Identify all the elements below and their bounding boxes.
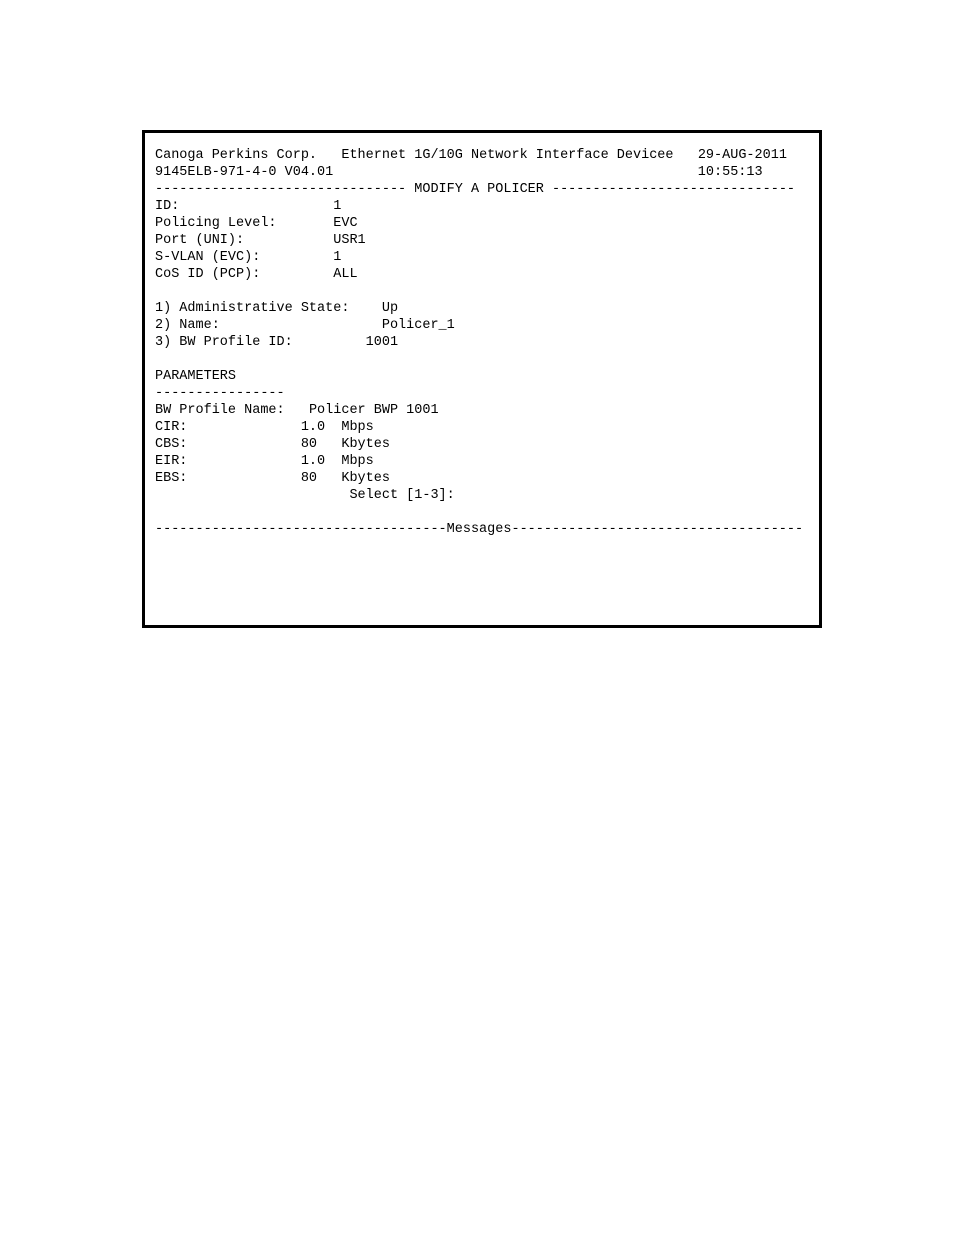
- option-1-value: Up: [382, 301, 398, 316]
- parameters-divider: ----------------: [155, 385, 809, 402]
- header-line-2: 9145ELB-971-4-0 V04.01 10:55:13: [155, 164, 809, 181]
- svlan-label: S-VLAN (EVC):: [155, 250, 260, 265]
- id-label: ID:: [155, 199, 179, 214]
- option-3-row[interactable]: 3) BW Profile ID: 1001: [155, 334, 809, 351]
- ebs-row: EBS: 80 Kbytes: [155, 470, 809, 487]
- svlan-row: S-VLAN (EVC): 1: [155, 249, 809, 266]
- model-version: 9145ELB-971-4-0 V04.01: [155, 165, 333, 180]
- company-name: Canoga Perkins Corp.: [155, 148, 317, 163]
- id-row: ID: 1: [155, 198, 809, 215]
- date: 29-AUG-2011: [698, 148, 787, 163]
- eir-label: EIR:: [155, 454, 187, 469]
- section-divider: ------------------------------- MODIFY A…: [155, 181, 809, 198]
- cbs-value: 80: [301, 437, 317, 452]
- cbs-label: CBS:: [155, 437, 187, 452]
- option-3-label: 3) BW Profile ID:: [155, 335, 293, 350]
- port-value: USR1: [333, 233, 365, 248]
- device-name: Ethernet 1G/10G Network Interface Device…: [341, 148, 673, 163]
- bw-profile-name-value: Policer BWP 1001: [309, 403, 439, 418]
- cos-row: CoS ID (PCP): ALL: [155, 266, 809, 283]
- eir-value: 1.0: [301, 454, 325, 469]
- header-line-1: Canoga Perkins Corp. Ethernet 1G/10G Net…: [155, 147, 809, 164]
- policing-level-row: Policing Level: EVC: [155, 215, 809, 232]
- cos-value: ALL: [333, 267, 357, 282]
- policing-level-label: Policing Level:: [155, 216, 277, 231]
- id-value: 1: [333, 199, 341, 214]
- messages-divider: ------------------------------------Mess…: [155, 521, 809, 538]
- cir-value: 1.0: [301, 420, 325, 435]
- messages-label: Messages: [447, 522, 512, 537]
- option-2-row[interactable]: 2) Name: Policer_1: [155, 317, 809, 334]
- section-title: MODIFY A POLICER: [414, 182, 544, 197]
- time: 10:55:13: [698, 165, 763, 180]
- ebs-unit: Kbytes: [341, 471, 390, 486]
- option-1-row[interactable]: 1) Administrative State: Up: [155, 300, 809, 317]
- option-3-value: 1001: [366, 335, 398, 350]
- port-label: Port (UNI):: [155, 233, 244, 248]
- svlan-value: 1: [333, 250, 341, 265]
- parameters-heading: PARAMETERS: [155, 368, 809, 385]
- blank-2: [155, 351, 809, 368]
- option-1-label: 1) Administrative State:: [155, 301, 349, 316]
- terminal-window: Canoga Perkins Corp. Ethernet 1G/10G Net…: [142, 130, 822, 628]
- option-2-value: Policer_1: [382, 318, 455, 333]
- bw-profile-name-label: BW Profile Name:: [155, 403, 285, 418]
- blank-3: [155, 504, 809, 521]
- eir-row: EIR: 1.0 Mbps: [155, 453, 809, 470]
- ebs-label: EBS:: [155, 471, 187, 486]
- cbs-row: CBS: 80 Kbytes: [155, 436, 809, 453]
- cir-label: CIR:: [155, 420, 187, 435]
- ebs-value: 80: [301, 471, 317, 486]
- cbs-unit: Kbytes: [341, 437, 390, 452]
- select-prompt: Select [1-3]:: [349, 488, 454, 503]
- cir-row: CIR: 1.0 Mbps: [155, 419, 809, 436]
- blank-1: [155, 283, 809, 300]
- cir-unit: Mbps: [341, 420, 373, 435]
- bw-profile-name-row: BW Profile Name: Policer BWP 1001: [155, 402, 809, 419]
- policing-level-value: EVC: [333, 216, 357, 231]
- cos-label: CoS ID (PCP):: [155, 267, 260, 282]
- option-2-label: 2) Name:: [155, 318, 220, 333]
- prompt-row[interactable]: Select [1-3]:: [155, 487, 809, 504]
- port-row: Port (UNI): USR1: [155, 232, 809, 249]
- eir-unit: Mbps: [341, 454, 373, 469]
